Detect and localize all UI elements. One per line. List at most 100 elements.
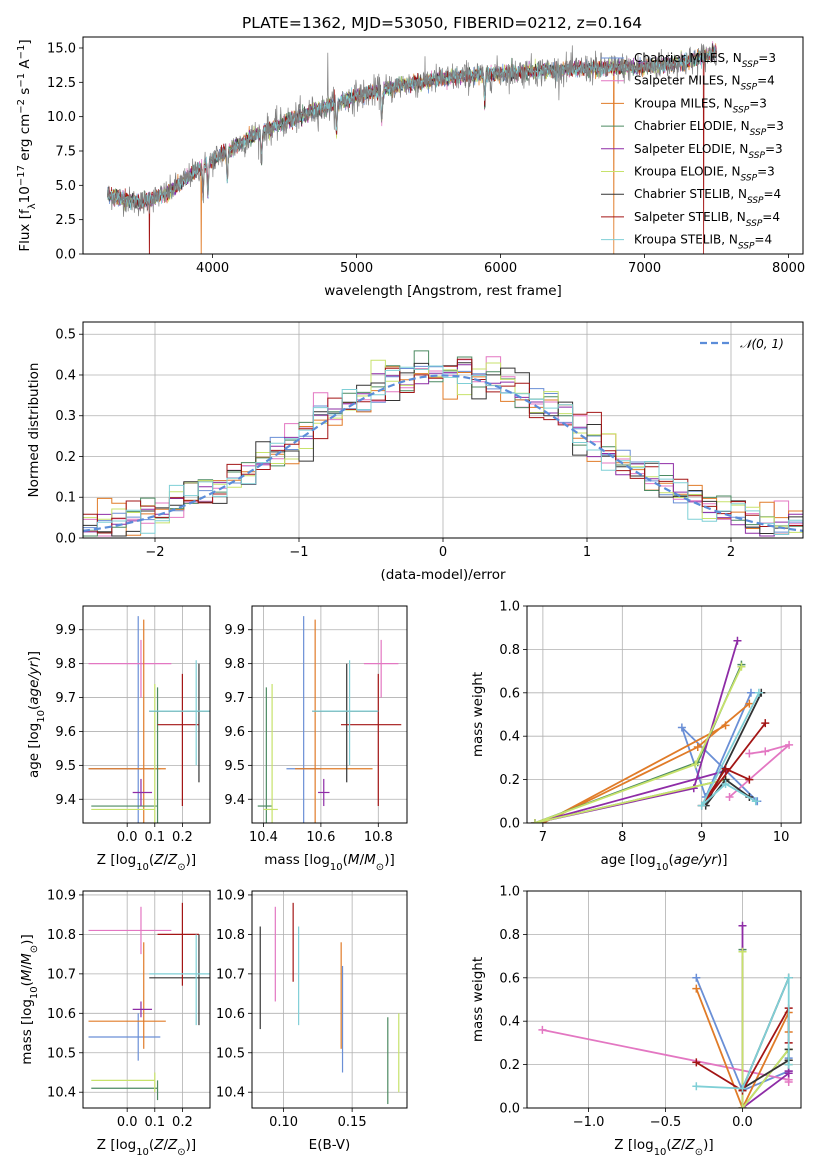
y-tick-label: 0.8	[499, 928, 520, 943]
plot-area-mass_vs_ebv	[259, 902, 400, 1105]
x-tick-label: 10.8	[364, 830, 393, 845]
y-tick-label: 0.6	[499, 971, 520, 986]
x-tick-label: 10.6	[306, 830, 335, 845]
mass-weight-marker	[746, 688, 755, 697]
mass-weight-marker	[761, 719, 770, 728]
mass-weight-marker	[725, 792, 734, 801]
y-axis-label: mass weight	[470, 957, 486, 1042]
plot-area-mass_vs_Z	[88, 902, 210, 1101]
label-part: mass weight	[470, 957, 486, 1042]
y-tick-label: 9.9	[224, 623, 245, 638]
label-part: )]	[186, 852, 197, 868]
x-tick-label: 7	[539, 830, 547, 845]
x-tick-label: 0.0	[117, 830, 138, 845]
y-tick-label: 5.0	[55, 179, 76, 194]
mass-weight-marker	[738, 921, 747, 930]
label-part: 10	[17, 186, 33, 203]
legend-text: =4	[754, 233, 772, 247]
y-tick-label: 0.8	[499, 643, 520, 658]
legend-text: Chabrier STELIB, N	[634, 187, 747, 201]
label-part: 10	[136, 1147, 149, 1158]
label-part: Z	[685, 1137, 696, 1153]
label-part: 10	[656, 862, 669, 873]
y-tick-label: 10.8	[216, 928, 245, 943]
mass-weight-marker	[692, 1082, 701, 1091]
y-tick-label: 0.2	[55, 450, 76, 465]
legend-sub: SSP	[738, 242, 755, 252]
plot-area-weight_vs_age	[530, 636, 794, 823]
y-axis-label: Normed distribution	[26, 363, 42, 498]
label-part: Z	[167, 852, 178, 868]
plot-area-age_vs_mass	[257, 616, 402, 823]
mass-weight-marker	[692, 973, 701, 982]
label-part: M	[348, 852, 360, 868]
x-axis-label: age [log10(age/yr)]	[600, 852, 727, 873]
label-part: (	[668, 852, 673, 868]
x-tick-label: −1.0	[573, 1115, 605, 1130]
mass-weight-marker	[538, 1025, 547, 1034]
label-part: /	[163, 852, 168, 868]
x-tick-label: 0.0	[732, 1115, 753, 1130]
x-tick-label: 0.0	[117, 1115, 138, 1130]
mass-weight-marker	[745, 699, 754, 708]
y-tick-label: 0.0	[499, 817, 520, 832]
legend-text: Salpeter MILES, N	[634, 74, 741, 88]
axes-frame	[526, 890, 802, 1109]
x-axis-label: mass [log10(M/M⊙)]	[264, 852, 394, 873]
legend-sub: SSP	[746, 219, 763, 229]
legend-entry: Salpeter MILES, NSSP=4	[634, 74, 775, 93]
label-part: ⊙	[177, 862, 185, 873]
plot-area-spectrum	[107, 41, 717, 254]
label-part: Z	[671, 1137, 682, 1153]
y-tick-label: 1.0	[499, 885, 520, 900]
y-tick-label: 0.5	[55, 328, 76, 343]
label-part: s	[17, 88, 33, 99]
legend-text: =4	[764, 187, 782, 201]
label-part: −2	[16, 99, 27, 114]
y-tick-label: 10.0	[47, 110, 76, 125]
label-part: A	[17, 59, 33, 73]
label-part: E(B-V)	[309, 1137, 351, 1153]
label-part: (	[666, 1137, 671, 1153]
legend-text: =3	[758, 51, 776, 65]
legend-text: =4	[757, 74, 775, 88]
y-tick-label: 0.0	[499, 1102, 520, 1117]
panel-residuals: −2 −1 0 1 2 0.0 0.1 0.2 0.3 0.4 0.5 (data-model)/er…	[26, 321, 804, 583]
label-part: (data-model)/error	[380, 567, 506, 583]
y-tick-label: 10.9	[216, 888, 245, 903]
mass-weight-marker	[530, 819, 539, 823]
y-tick-label: 10.4	[216, 1086, 245, 1101]
mass-weight-line	[534, 666, 743, 823]
x-tick-label: 8000	[772, 261, 805, 276]
label-part: )]	[26, 651, 42, 662]
y-tick-label: 0.1	[55, 491, 76, 506]
label-part: erg cm	[17, 114, 33, 165]
axes-frame	[82, 605, 211, 824]
mass-weight-marker	[692, 1058, 701, 1067]
legend-entry: 𝒩(0, 1)	[740, 337, 784, 351]
label-part: Z	[153, 1137, 164, 1153]
legend-text: Salpeter ELODIE, N	[634, 142, 748, 156]
legend-text: Chabrier MILES, N	[634, 51, 742, 65]
y-tick-label: 9.6	[55, 725, 76, 740]
mass-weight-marker	[761, 747, 770, 756]
x-tick-label: 4000	[196, 261, 229, 276]
mass-weight-marker	[751, 797, 760, 806]
mass-weight-marker	[692, 984, 701, 993]
legend-sub: SSP	[747, 196, 764, 206]
label-part: (	[149, 1137, 154, 1153]
label-part: )]	[186, 1137, 197, 1153]
label-part: λ	[27, 203, 38, 209]
legend-entry: Kroupa MILES, NSSP=3	[634, 96, 767, 115]
x-tick-label: 0.2	[172, 830, 193, 845]
x-tick-label: 0.15	[338, 1115, 367, 1130]
mass-weight-marker	[733, 636, 742, 645]
label-part: age/yr	[674, 852, 719, 868]
x-axis-label: Z [log10(Z/Z⊙)]	[97, 852, 196, 873]
legend-entry: Salpeter ELODIE, NSSP=3	[634, 142, 783, 161]
label-part: ⊙	[376, 862, 384, 873]
legend-text: =3	[765, 142, 783, 156]
axes-frame	[251, 605, 408, 824]
y-tick-label: 0.2	[499, 1058, 520, 1073]
y-tick-label: 0.0	[55, 248, 76, 263]
